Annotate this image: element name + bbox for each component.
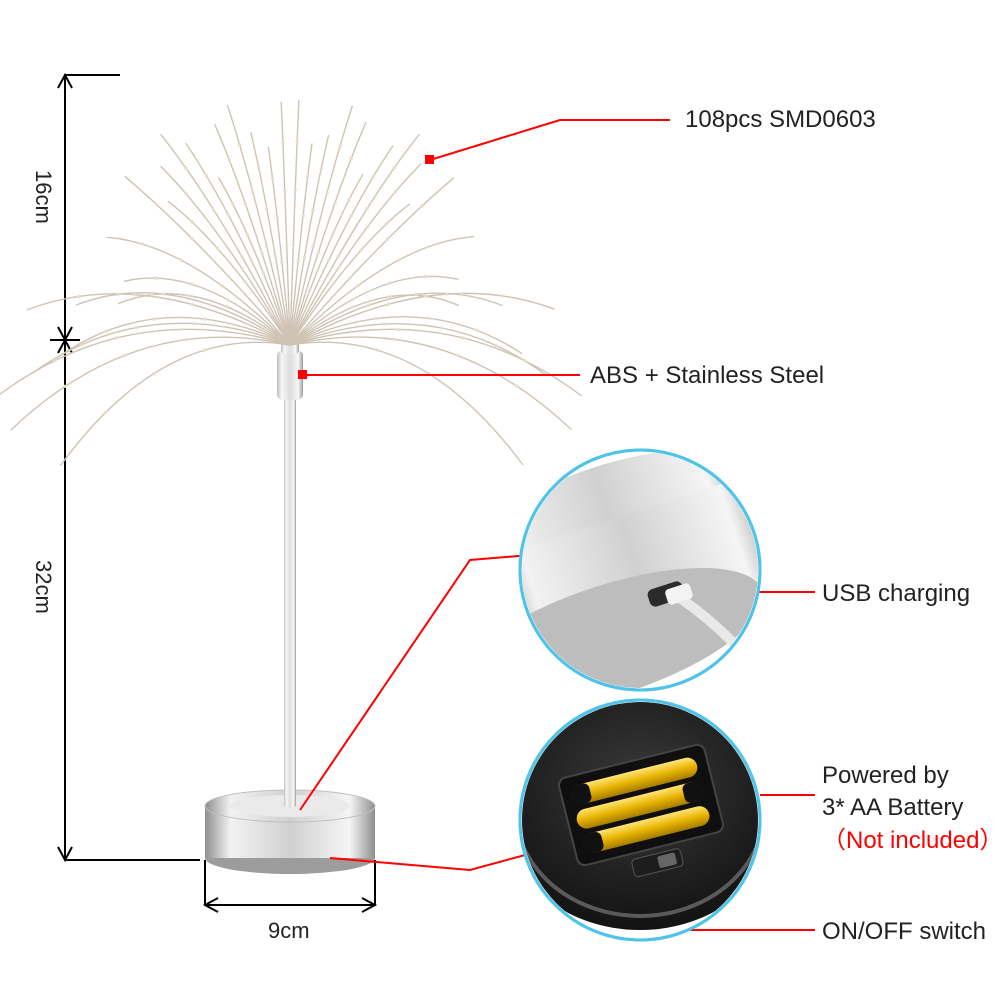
dim-bottom-label: 32cm xyxy=(30,560,56,614)
callout-battery: Powered by 3* AA Battery （Not included） xyxy=(822,760,992,857)
dim-top-label: 16cm xyxy=(30,170,56,224)
callout-battery-l1: Powered by xyxy=(822,762,949,789)
detail-battery xyxy=(500,690,780,940)
lamp-stem xyxy=(284,398,296,808)
callout-switch: ON/OFF switch xyxy=(822,916,986,948)
callout-usb: USB charging xyxy=(822,578,970,610)
callout-material: ABS + Stainless Steel xyxy=(590,360,824,392)
dim-base-label: 9cm xyxy=(268,918,310,944)
callout-battery-note: （Not included） xyxy=(822,827,1000,854)
dimension-lines-vertical xyxy=(50,75,200,860)
detail-usb xyxy=(441,421,806,741)
callout-battery-l2: 3* AA Battery xyxy=(822,794,963,821)
callout-leds: 108pcs SMD0603 xyxy=(685,104,876,136)
